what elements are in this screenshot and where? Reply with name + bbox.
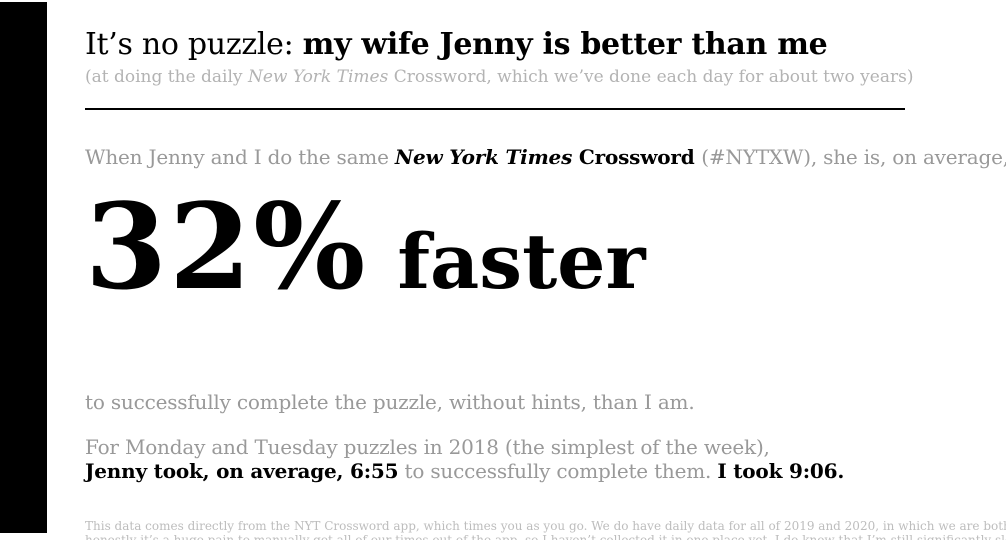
article: It’s no puzzle: my wife Jenny is better … bbox=[85, 0, 1006, 540]
footnote-line-2: honestly it’s a huge pain to manually ge… bbox=[85, 533, 1006, 540]
detail-paragraph: For Monday and Tuesday puzzles in 2018 (… bbox=[85, 435, 1006, 483]
subtitle: (at doing the daily New York Times Cross… bbox=[85, 66, 1006, 88]
subtitle-post: Crossword, which we’ve done each day for… bbox=[388, 67, 914, 87]
jenny-time-bold: Jenny took, on average, 6:55 bbox=[85, 459, 399, 483]
left-edge-bar bbox=[0, 2, 47, 533]
divider-rule bbox=[85, 108, 905, 110]
intro-pre: When Jenny and I do the same bbox=[85, 145, 395, 169]
percent-label: faster bbox=[397, 217, 646, 306]
subtitle-publication-italic: New York Times bbox=[247, 67, 389, 87]
intro-crossword: Crossword bbox=[572, 145, 702, 169]
page-title-regular: It’s no puzzle: bbox=[85, 27, 303, 62]
footnote-line-1: This data comes directly from the NYT Cr… bbox=[85, 519, 1006, 533]
qualifier-paragraph: to successfully complete the puzzle, wit… bbox=[85, 390, 695, 414]
page-title: It’s no puzzle: my wife Jenny is better … bbox=[85, 26, 1006, 64]
subtitle-pre: (at doing the daily bbox=[85, 67, 248, 87]
intro-post: (#NYTXW), she is, on average, bbox=[701, 145, 1006, 169]
footnote: This data comes directly from the NYT Cr… bbox=[85, 519, 1006, 540]
my-time-bold: I took 9:06. bbox=[717, 459, 845, 483]
big-statistic: 32% faster bbox=[85, 187, 1006, 343]
intro-publication: New York Times bbox=[394, 145, 573, 169]
page-title-bold: my wife Jenny is better than me bbox=[302, 27, 828, 62]
detail-line-1: For Monday and Tuesday puzzles in 2018 (… bbox=[85, 435, 770, 459]
detail-middle: to successfully complete them. bbox=[398, 459, 718, 483]
intro-paragraph: When Jenny and I do the same New York Ti… bbox=[85, 144, 1006, 171]
detail-line-2: Jenny took, on average, 6:55 to successf… bbox=[85, 459, 1006, 483]
percent-value: 32% bbox=[85, 177, 368, 316]
